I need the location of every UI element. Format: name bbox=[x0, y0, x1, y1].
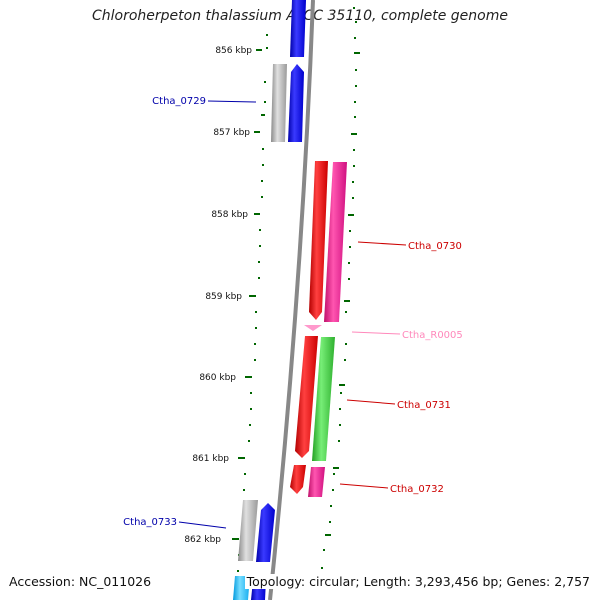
gene-blue-top[interactable] bbox=[290, 0, 306, 57]
callout-ctha-r0005 bbox=[351, 331, 401, 335]
gene-label-ctha-r0005[interactable]: Ctha_R0005 bbox=[402, 330, 463, 341]
scale-label-857: 857 kbp bbox=[213, 128, 250, 138]
gene-grey-ctha-0729-partner[interactable] bbox=[271, 64, 287, 142]
scale-label-862: 862 kbp bbox=[184, 535, 221, 545]
gene-ctha-0733[interactable] bbox=[256, 503, 275, 562]
callout-ctha-0732 bbox=[339, 483, 389, 489]
left-tick-column bbox=[237, 34, 268, 572]
callout-ctha-0733 bbox=[178, 521, 227, 529]
scale-label-858: 858 kbp bbox=[211, 210, 248, 220]
gene-ctha-0732-red[interactable] bbox=[290, 465, 306, 494]
callout-ctha-0731 bbox=[346, 399, 396, 405]
left-major-ticks bbox=[232, 49, 262, 540]
gene-ctha-0731-green[interactable] bbox=[312, 337, 335, 461]
gene-grey-ctha-0733-partner[interactable] bbox=[238, 500, 258, 561]
right-tick-column bbox=[321, 7, 357, 569]
gene-ctha-r0005[interactable] bbox=[304, 325, 322, 331]
genome-axis bbox=[268, 0, 315, 600]
right-major-ticks bbox=[325, 52, 360, 536]
gene-ctha-0730-red[interactable] bbox=[309, 161, 328, 320]
gene-label-ctha-0730[interactable]: Ctha_0730 bbox=[408, 241, 462, 252]
scale-label-860: 860 kbp bbox=[199, 373, 236, 383]
scale-label-856: 856 kbp bbox=[215, 46, 252, 56]
scale-label-859: 859 kbp bbox=[205, 292, 242, 302]
scale-label-861: 861 kbp bbox=[192, 454, 229, 464]
accession-text: Accession: NC_011026 bbox=[9, 574, 152, 589]
gene-label-ctha-0729[interactable]: Ctha_0729 bbox=[152, 96, 206, 107]
callout-ctha-0730 bbox=[357, 241, 407, 246]
gene-label-ctha-0732[interactable]: Ctha_0732 bbox=[390, 484, 444, 495]
gene-ctha-0732-pink[interactable] bbox=[308, 467, 325, 497]
callout-ctha-0729 bbox=[207, 100, 257, 103]
gene-ctha-0729[interactable] bbox=[288, 64, 304, 142]
gene-label-ctha-0731[interactable]: Ctha_0731 bbox=[397, 400, 451, 411]
gene-ctha-0731-red[interactable] bbox=[295, 336, 318, 458]
topology-summary: Topology: circular; Length: 3,293,456 bp… bbox=[244, 574, 590, 589]
gene-ctha-0730-pink[interactable] bbox=[324, 162, 347, 322]
gene-label-ctha-0733[interactable]: Ctha_0733 bbox=[123, 517, 177, 528]
topology-text: Topology: circular; Length: 3,293,456 bp… bbox=[246, 574, 590, 589]
